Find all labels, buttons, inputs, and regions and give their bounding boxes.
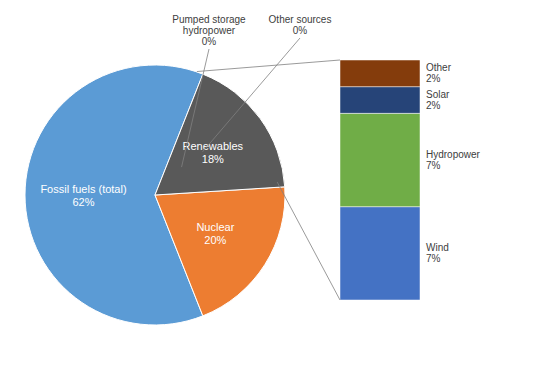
svg-text:Pumped storagehydropower0%: Pumped storagehydropower0% [172, 14, 246, 47]
svg-text:Solar2%: Solar2% [426, 89, 450, 111]
svg-text:Fossil fuels (total)62%: Fossil fuels (total)62% [40, 183, 126, 208]
svg-text:Other2%: Other2% [426, 62, 452, 84]
svg-text:Hydropower7%: Hydropower7% [426, 149, 481, 171]
svg-text:Other sources0%: Other sources0% [269, 14, 332, 36]
svg-text:Nuclear20%: Nuclear20% [196, 221, 234, 246]
svg-text:Wind7%: Wind7% [426, 242, 449, 264]
svg-text:Renewables18%: Renewables18% [183, 140, 244, 165]
